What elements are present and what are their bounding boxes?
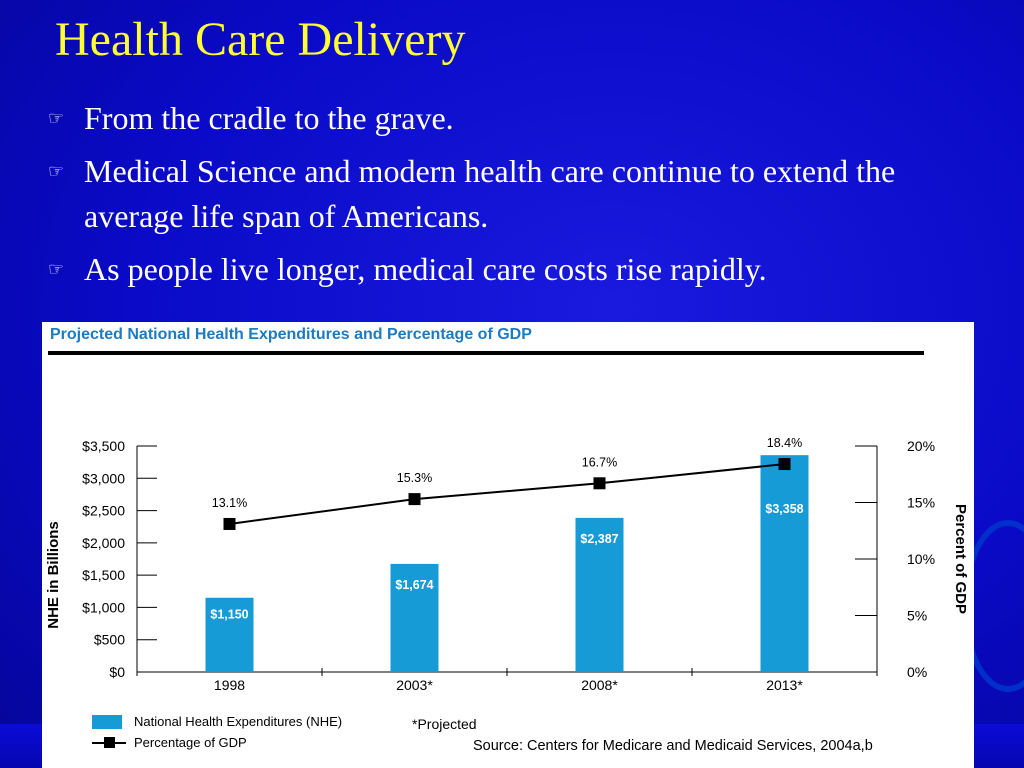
y-axis-title-left: NHE in Billions xyxy=(45,521,62,629)
x-tick-label: 2013* xyxy=(766,677,803,693)
y-tick-label-left: $3,000 xyxy=(82,470,125,486)
y-tick-label-left: $2,000 xyxy=(82,535,125,551)
gdp-marker xyxy=(778,458,791,471)
pointing-hand-icon: ☞ xyxy=(48,161,65,182)
y-tick-label-right: 0% xyxy=(907,664,927,680)
bar xyxy=(205,597,254,672)
bullet-text: From the cradle to the grave. xyxy=(84,100,454,136)
pointing-hand-icon: ☞ xyxy=(48,259,65,280)
gdp-value-label: 13.1% xyxy=(212,496,247,510)
legend-label: National Health Expenditures (NHE) xyxy=(134,714,343,729)
y-tick-label-right: 5% xyxy=(907,608,927,624)
legend-bar-swatch xyxy=(92,715,122,729)
y-axis-title-right: Percent of GDP xyxy=(952,504,969,614)
x-tick-label: 2008* xyxy=(581,677,618,693)
bullet-item: ☞ Medical Science and modern health care… xyxy=(48,149,978,239)
gdp-line xyxy=(229,463,785,525)
bullet-text: Medical Science and modern health care c… xyxy=(84,153,896,234)
y-tick-label-right: 10% xyxy=(907,551,935,567)
pointing-hand-icon: ☞ xyxy=(48,108,65,129)
x-tick-label: 2003* xyxy=(396,677,433,693)
legend-label: Percentage of GDP xyxy=(134,735,247,750)
bar-value-label: $1,674 xyxy=(395,578,433,592)
gdp-marker xyxy=(223,517,236,530)
gdp-marker xyxy=(593,477,606,490)
slide-title: Health Care Delivery xyxy=(55,13,466,66)
y-tick-label-left: $1,500 xyxy=(82,567,125,583)
chart-title: Projected National Health Expenditures a… xyxy=(50,326,532,343)
gdp-value-label: 16.7% xyxy=(582,455,617,469)
y-tick-label-left: $500 xyxy=(94,632,125,648)
bar xyxy=(575,517,624,672)
source-note: Source: Centers for Medicare and Medicai… xyxy=(473,738,873,754)
y-tick-label-left: $2,500 xyxy=(82,503,125,519)
bar-value-label: $1,150 xyxy=(210,608,248,622)
bar-value-label: $2,387 xyxy=(580,532,618,546)
bar xyxy=(390,563,439,672)
y-tick-label-left: $3,500 xyxy=(82,438,125,454)
y-tick-label-right: 20% xyxy=(907,438,935,454)
gdp-value-label: 15.3% xyxy=(397,471,432,485)
chart-panel: Projected National Health Expenditures a… xyxy=(42,322,974,768)
y-tick-label-left: $1,000 xyxy=(82,599,125,615)
projected-note: *Projected xyxy=(412,716,477,732)
bar xyxy=(760,455,809,672)
x-tick-label: 1998 xyxy=(214,677,245,693)
bullet-list: ☞ From the cradle to the grave. ☞ Medica… xyxy=(48,96,978,300)
bullet-item: ☞ From the cradle to the grave. xyxy=(48,96,978,141)
bullet-text: As people live longer, medical care cost… xyxy=(84,251,767,287)
bullet-item: ☞ As people live longer, medical care co… xyxy=(48,247,978,292)
gdp-marker xyxy=(408,493,421,506)
y-tick-label-right: 15% xyxy=(907,495,935,511)
title-divider xyxy=(48,351,924,355)
bar-value-label: $3,358 xyxy=(765,502,803,516)
y-tick-label-left: $0 xyxy=(109,664,125,680)
gdp-value-label: 18.4% xyxy=(767,436,802,450)
chart-svg: $0 $500 $1,000 $1,500 $2,000 $2,500 $3,000 $3,5… xyxy=(45,436,969,693)
legend-line-swatch xyxy=(92,737,126,748)
